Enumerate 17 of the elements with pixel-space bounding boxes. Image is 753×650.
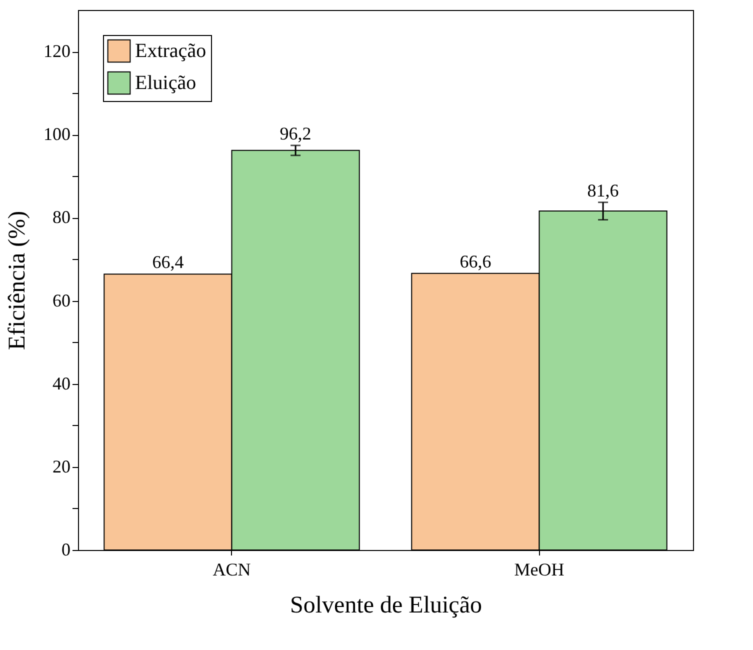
y-tick-label: 100 bbox=[44, 124, 70, 144]
data-label: 96,2 bbox=[280, 123, 312, 144]
data-label: 81,6 bbox=[587, 180, 619, 200]
x-tick-label: MeOH bbox=[514, 560, 564, 580]
y-tick-label: 60 bbox=[52, 290, 70, 310]
y-tick-label: 0 bbox=[62, 540, 70, 560]
y-tick-label: 120 bbox=[44, 41, 70, 62]
y-tick-label: 80 bbox=[52, 207, 70, 228]
legend-label: Eluição bbox=[135, 72, 196, 94]
x-axis-title: Solvente de Eluição bbox=[290, 592, 482, 618]
legend-label: Extração bbox=[135, 40, 206, 62]
data-label: 66,6 bbox=[460, 251, 492, 272]
y-tick-label: 40 bbox=[52, 373, 70, 394]
y-tick-label: 20 bbox=[52, 456, 70, 476]
x-tick-label: ACN bbox=[212, 560, 251, 580]
y-axis-title: Eficiência (%) bbox=[4, 210, 30, 350]
data-label: 66,4 bbox=[152, 252, 184, 272]
